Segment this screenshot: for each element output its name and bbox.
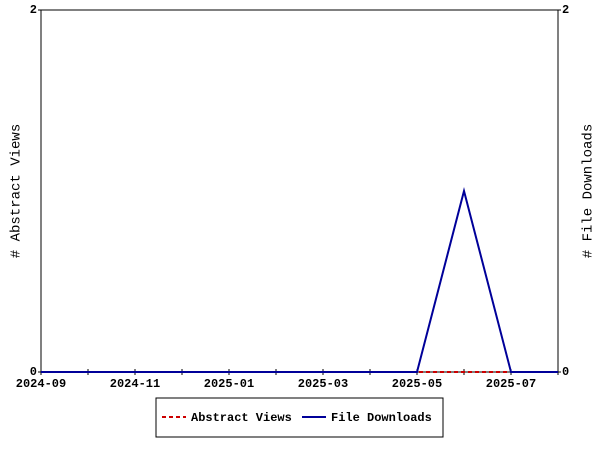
x-tick-label: 2025-01: [204, 377, 254, 391]
legend: [155, 397, 444, 438]
y-tick-label: 2: [30, 3, 37, 17]
x-tick-label: 2024-09: [16, 377, 66, 391]
series-line: [41, 187, 558, 373]
y2-axis-title: # File Downloads: [581, 124, 597, 258]
y2-tick-label: 0: [562, 365, 569, 379]
x-tick-label: 2025-07: [486, 377, 536, 391]
y-tick-label: 0: [30, 365, 37, 379]
x-tick-label: 2025-05: [392, 377, 442, 391]
legend-label: File Downloads: [331, 411, 432, 425]
legend-label: Abstract Views: [191, 411, 292, 425]
y-axis-title: # Abstract Views: [9, 124, 25, 258]
y2-tick-label: 2: [562, 3, 569, 17]
x-tick-label: 2025-03: [298, 377, 348, 391]
x-tick-label: 2024-11: [110, 377, 160, 391]
